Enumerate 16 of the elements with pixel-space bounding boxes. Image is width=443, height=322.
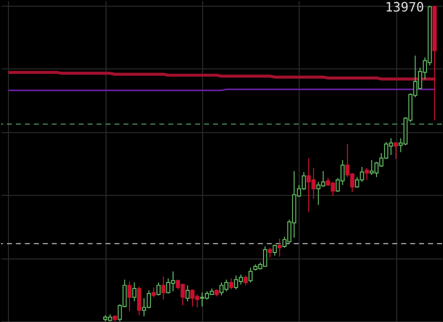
candlestick bbox=[156, 282, 161, 296]
candlestick bbox=[137, 286, 142, 316]
candlestick bbox=[161, 276, 166, 300]
candlestick bbox=[229, 278, 234, 290]
candlestick bbox=[186, 284, 190, 302]
candlestick bbox=[394, 142, 398, 160]
candlestick bbox=[127, 281, 132, 312]
candlestick bbox=[278, 238, 282, 258]
candlestick bbox=[272, 244, 277, 256]
candlestick bbox=[268, 247, 272, 258]
candlestick bbox=[248, 267, 253, 283]
candlestick bbox=[244, 275, 248, 286]
candlestick bbox=[364, 167, 369, 180]
annotation: 13970 bbox=[385, 0, 424, 16]
candlestick bbox=[152, 287, 156, 298]
candlestick bbox=[132, 282, 136, 302]
